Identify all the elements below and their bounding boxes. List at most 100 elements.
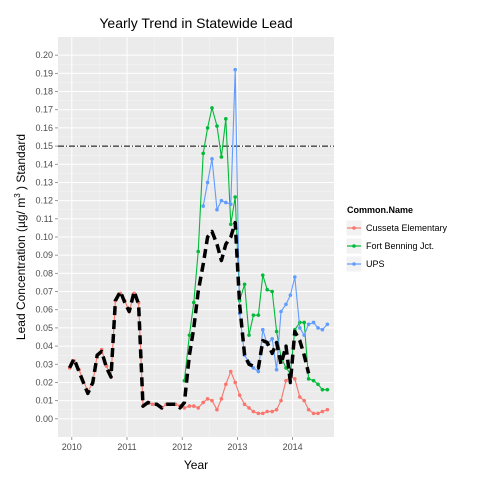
data-point xyxy=(196,249,201,254)
data-point xyxy=(306,407,311,412)
x-axis: 2010 2011 2012 2013 2014 xyxy=(62,437,303,452)
chart-title: Yearly Trend in Statewide Lead xyxy=(99,15,292,31)
data-point xyxy=(270,409,274,414)
data-point xyxy=(251,409,256,414)
data-point xyxy=(260,327,265,332)
trend-line xyxy=(68,220,311,410)
x-tick-label: 2014 xyxy=(283,442,303,452)
x-axis-title: Year xyxy=(184,458,208,472)
y-tick-label: 0.04 xyxy=(35,341,53,351)
data-point xyxy=(215,124,219,128)
legend-key-point xyxy=(352,226,356,230)
data-point xyxy=(205,180,210,185)
data-point xyxy=(205,126,210,130)
y-axis: 0.00 0.01 0.02 0.03 0.04 0.05 0.06 0.07 0.08 0.09… xyxy=(35,50,58,424)
legend-label: Fort Benning Jct. xyxy=(366,241,434,251)
data-point xyxy=(260,411,265,416)
data-point xyxy=(242,402,247,407)
data-point xyxy=(256,411,261,416)
data-point xyxy=(297,395,302,399)
data-point xyxy=(228,222,233,227)
legend: Common.Name Cusseta Elementary Fort Bennin… xyxy=(345,205,448,273)
data-point xyxy=(150,402,155,407)
data-point xyxy=(191,300,196,305)
data-point xyxy=(311,378,316,383)
x-tick-label: 2010 xyxy=(62,442,82,452)
data-point xyxy=(104,364,109,368)
y-tick-label: 0.09 xyxy=(35,250,53,260)
data-point xyxy=(201,204,205,208)
data-point xyxy=(210,398,214,403)
y-tick-label: 0.03 xyxy=(35,359,53,369)
y-tick-label: 0.18 xyxy=(35,87,53,97)
data-point xyxy=(233,195,237,199)
y-tick-label: 0.02 xyxy=(35,377,53,387)
data-point xyxy=(224,200,228,205)
legend-key-point xyxy=(352,262,356,266)
y-tick-label: 0.19 xyxy=(35,68,53,78)
data-point xyxy=(279,309,283,314)
y-tick-label: 0.14 xyxy=(35,159,53,169)
y-tick-label: 0.01 xyxy=(35,396,53,406)
data-point xyxy=(302,320,306,325)
data-point xyxy=(320,409,325,414)
data-point xyxy=(316,411,320,416)
data-point xyxy=(219,155,224,159)
y-tick-label: 0.06 xyxy=(35,305,53,315)
data-point xyxy=(224,382,228,387)
data-point xyxy=(325,322,330,327)
y-tick-label: 0.00 xyxy=(35,414,53,424)
data-point xyxy=(201,151,205,156)
data-point xyxy=(251,313,256,317)
data-point xyxy=(191,404,196,408)
data-point xyxy=(201,400,205,405)
data-point xyxy=(316,326,320,330)
data-point xyxy=(247,406,251,410)
data-point xyxy=(210,106,214,110)
data-point xyxy=(297,326,302,330)
legend-title: Common.Name xyxy=(347,205,413,215)
y-tick-label: 0.20 xyxy=(35,50,53,60)
data-point xyxy=(293,275,297,279)
data-point xyxy=(293,377,297,381)
data-point xyxy=(187,404,192,408)
data-point xyxy=(288,293,293,297)
data-point xyxy=(325,407,330,412)
x-tick-label: 2012 xyxy=(172,442,192,452)
data-point xyxy=(302,333,306,337)
data-point xyxy=(284,302,288,307)
y-tick-label: 0.16 xyxy=(35,123,53,133)
y-tick-label: 0.10 xyxy=(35,232,53,242)
data-point xyxy=(325,387,330,392)
data-point xyxy=(233,380,237,385)
legend-label: UPS xyxy=(366,259,385,269)
data-point xyxy=(265,409,270,414)
grid xyxy=(58,37,334,437)
y-tick-label: 0.11 xyxy=(36,214,53,224)
data-point xyxy=(306,377,311,381)
data-point xyxy=(306,322,311,327)
x-tick-label: 2011 xyxy=(117,442,136,452)
y-axis-title: Lead Concentration (µg/ m3 ) Standard xyxy=(13,134,28,340)
series-line xyxy=(202,69,328,373)
data-point xyxy=(228,202,233,207)
data-point xyxy=(196,406,201,410)
y-tick-label: 0.12 xyxy=(35,196,53,206)
data-point xyxy=(270,337,274,341)
data-point xyxy=(228,369,233,374)
data-point xyxy=(224,117,228,121)
data-point xyxy=(215,407,219,412)
y-tick-label: 0.05 xyxy=(35,323,53,333)
data-point xyxy=(256,313,261,317)
data-point xyxy=(237,393,242,397)
data-point xyxy=(205,397,210,401)
data-point xyxy=(233,67,237,72)
data-point xyxy=(270,289,274,294)
data-point xyxy=(242,282,247,287)
data-point xyxy=(274,367,279,372)
data-point xyxy=(316,382,320,387)
data-point xyxy=(311,411,316,416)
data-point xyxy=(182,406,187,410)
data-point xyxy=(274,329,279,334)
